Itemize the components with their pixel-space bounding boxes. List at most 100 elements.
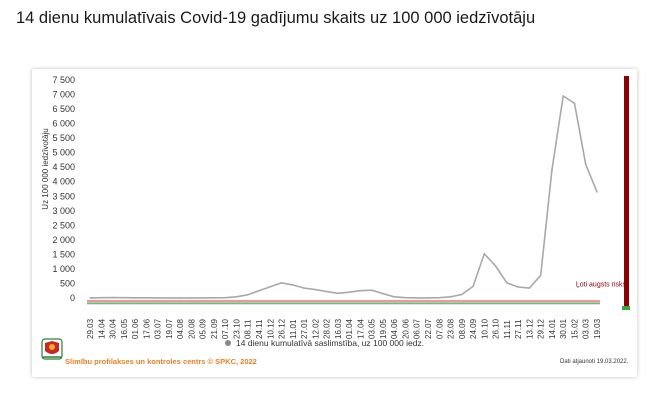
data-point xyxy=(348,291,350,293)
x-tick-label: 13.12 xyxy=(525,318,534,339)
data-point xyxy=(337,292,339,295)
x-tick-label: 03.05 xyxy=(368,318,377,339)
y-tick-label: 3 500 xyxy=(52,191,75,201)
x-tick-label: 20.08 xyxy=(187,318,196,339)
legend-label: 14 dienu kumulatīvā saslimstība, uz 100 … xyxy=(236,338,424,348)
x-tick-label: 29.03 xyxy=(86,318,95,339)
x-tick-label: 29.12 xyxy=(537,318,546,339)
x-tick-label: 17.06 xyxy=(142,318,151,339)
data-point xyxy=(325,290,328,293)
data-point xyxy=(393,296,396,298)
x-tick-label: 01.04 xyxy=(345,318,354,339)
data-point xyxy=(224,296,226,299)
x-tick-label: 08.11 xyxy=(244,319,253,339)
updated-date: Dati atjaunoti 19.03.2022. xyxy=(560,359,629,365)
x-tick-label: 28.02 xyxy=(323,318,332,339)
data-point xyxy=(111,296,114,299)
data-point xyxy=(235,296,238,298)
y-tick-label: 5 000 xyxy=(52,148,75,158)
y-tick-label: 5 500 xyxy=(52,133,75,143)
y-tick-label: 7 500 xyxy=(52,75,75,85)
x-tick-label: 04.06 xyxy=(390,318,399,339)
risk-bar xyxy=(624,76,629,306)
x-tick-label: 16.03 xyxy=(334,318,343,339)
data-point xyxy=(562,95,564,97)
data-point xyxy=(404,296,407,299)
data-point xyxy=(168,297,170,299)
data-point xyxy=(201,297,204,299)
y-tick-label: 3 000 xyxy=(52,206,75,216)
data-point xyxy=(359,289,362,292)
data-point xyxy=(370,289,373,291)
x-tick-label: 08.09 xyxy=(458,318,467,339)
x-tick-label: 04.08 xyxy=(176,318,185,339)
x-tick-label: 19.07 xyxy=(165,318,174,339)
x-tick-label: 22.07 xyxy=(424,318,433,339)
data-point xyxy=(382,292,384,295)
x-tick-label: 23.10 xyxy=(232,318,241,339)
x-tick-label: 30.04 xyxy=(109,318,118,339)
x-tick-label: 21.09 xyxy=(210,318,219,339)
data-point xyxy=(415,297,418,299)
chart-card: 0 500 1 000 1 500 2 000 2 500 3 000 3 500 4 000 4… xyxy=(32,69,637,377)
data-point xyxy=(528,287,531,289)
data-point xyxy=(246,294,249,296)
data-point xyxy=(190,297,193,299)
y-tick-label: 2 000 xyxy=(52,235,75,245)
x-tick-label: 19.05 xyxy=(379,318,388,339)
y-tick-label: 2 500 xyxy=(52,220,75,230)
source-credit: Slimību profilakses un kontroles centrs … xyxy=(65,357,257,366)
data-point xyxy=(494,265,497,267)
x-tick-label: 15.02 xyxy=(570,318,579,339)
data-point xyxy=(539,274,542,277)
data-point xyxy=(303,287,305,289)
x-tick-label: 07.10 xyxy=(221,318,230,339)
y-tick-label: 6 000 xyxy=(52,119,75,129)
data-point xyxy=(89,297,91,299)
line-chart: 0 500 1 000 1 500 2 000 2 500 3 000 3 500 4 000 4… xyxy=(41,75,630,348)
y-tick-label: 6 500 xyxy=(52,104,75,114)
x-tick-label: 12.02 xyxy=(311,318,320,339)
data-point xyxy=(314,288,317,291)
data-point xyxy=(258,289,260,292)
x-tick-label: 05.09 xyxy=(199,318,208,339)
data-point xyxy=(506,282,508,284)
x-tick-label: 10.12 xyxy=(266,318,275,339)
y-axis-label: Uz 100 000 iedzīvotāju xyxy=(41,128,50,209)
x-tick-label: 17.04 xyxy=(356,318,365,339)
data-point xyxy=(517,286,519,288)
x-tick-label: 27.11 xyxy=(514,319,523,339)
y-tick-label: 4 500 xyxy=(52,162,75,172)
data-point xyxy=(427,297,429,299)
x-tick-label: 27.01 xyxy=(300,318,309,339)
spkc-logo xyxy=(41,338,63,360)
y-tick-label: 1 000 xyxy=(52,264,75,274)
data-point xyxy=(573,102,576,105)
x-tick-label: 07.08 xyxy=(435,318,444,339)
data-point xyxy=(461,293,463,296)
y-tick-label: 500 xyxy=(60,278,75,288)
x-tick-label: 10.10 xyxy=(480,318,489,339)
risk-annotation: Ļoti augsts risks xyxy=(576,281,627,288)
data-point xyxy=(123,296,125,299)
x-tick-label: 03.03 xyxy=(582,318,591,339)
page-title: 14 dienu kumulatīvais Covid-19 gadījumu … xyxy=(16,9,536,27)
plot-area xyxy=(87,80,600,298)
x-tick-label: 14.04 xyxy=(97,318,106,339)
risk-bar-base xyxy=(622,306,630,310)
x-tick-label: 26.12 xyxy=(278,318,287,339)
series-line xyxy=(89,95,598,299)
data-point xyxy=(179,297,181,299)
data-point xyxy=(280,282,283,284)
data-point xyxy=(134,296,136,299)
x-tick-label: 16.05 xyxy=(120,318,129,339)
y-tick-label: 7 000 xyxy=(52,90,75,100)
data-point xyxy=(596,191,598,193)
data-point xyxy=(472,285,474,288)
data-point xyxy=(100,296,103,299)
y-tick-label: 0 xyxy=(70,293,75,303)
data-point xyxy=(438,296,441,299)
data-point xyxy=(269,285,272,288)
y-tick-label: 1 500 xyxy=(52,249,75,259)
x-tick-label: 30.01 xyxy=(559,318,568,339)
